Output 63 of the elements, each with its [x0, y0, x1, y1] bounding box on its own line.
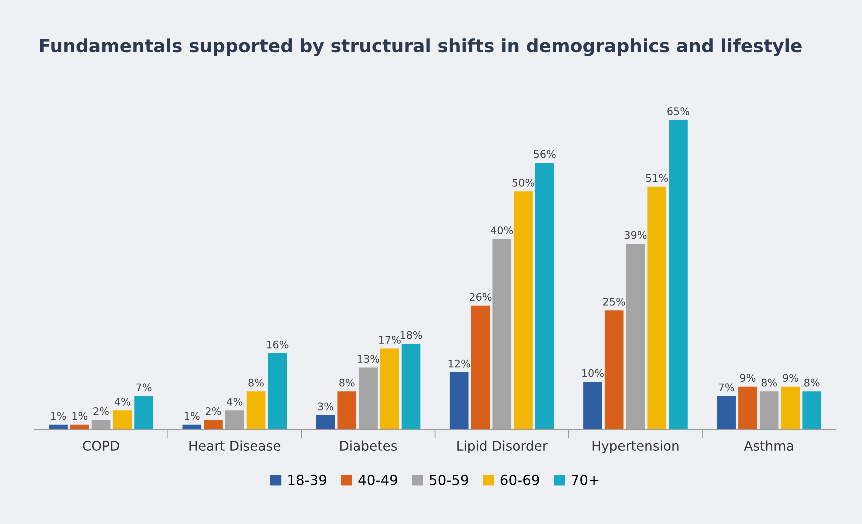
bar: [380, 348, 400, 430]
bar: [802, 392, 822, 430]
bar: [113, 410, 132, 430]
data-label: 4%: [114, 398, 130, 406]
data-label: 1%: [51, 412, 66, 420]
bar: [450, 372, 469, 430]
data-label: 1%: [185, 412, 200, 420]
data-label: 2%: [94, 407, 109, 416]
data-label: 17%: [379, 336, 401, 344]
bar: [738, 386, 758, 430]
data-label: 18%: [400, 331, 422, 340]
bar: [338, 392, 357, 430]
bar: [268, 354, 288, 430]
x-tick-label: Heart Disease: [190, 440, 281, 452]
data-label: 26%: [470, 293, 492, 302]
data-label: 8%: [248, 378, 264, 387]
data-label: 4%: [227, 398, 243, 406]
bar: [204, 420, 223, 430]
data-label: 12%: [448, 360, 470, 368]
data-label: 9%: [783, 374, 798, 382]
data-label: 56%: [534, 150, 556, 158]
data-label: 65%: [668, 108, 690, 116]
bar: [781, 386, 800, 430]
data-label: 8%: [340, 378, 355, 387]
data-label: 51%: [646, 174, 668, 182]
x-tick-label: Lipid Disorder: [458, 440, 548, 454]
bar: [514, 192, 533, 430]
bar: [717, 396, 736, 430]
chart-title: Fundamentals supported by structural shifts in demographics and lifestyle: [40, 38, 802, 56]
bar: [316, 415, 336, 430]
bar: [471, 306, 490, 430]
x-tick-label: Asthma: [744, 440, 794, 452]
bar: [648, 186, 667, 430]
bar: [604, 310, 624, 430]
legend-label: 40-49: [358, 474, 398, 486]
bar: [246, 392, 266, 430]
x-tick-label: COPD: [83, 441, 120, 452]
data-label: 8%: [762, 378, 778, 387]
data-label: 39%: [624, 231, 647, 240]
data-label: 40%: [491, 226, 514, 234]
data-label: 50%: [512, 178, 534, 187]
data-label: 1%: [72, 412, 88, 420]
legend-label: 18-39: [288, 474, 327, 486]
data-label: 7%: [136, 384, 152, 392]
x-tick-label: Diabetes: [340, 440, 398, 452]
legend-label: 70+: [572, 474, 599, 486]
data-label: 16%: [267, 340, 289, 349]
data-label: 8%: [804, 378, 820, 387]
x-tick-label: Hypertension: [592, 440, 679, 454]
legend-label: 60-69: [500, 474, 540, 486]
data-label: 13%: [358, 355, 380, 363]
data-label: 9%: [740, 374, 756, 382]
bar: [402, 344, 421, 430]
data-label: 7%: [719, 384, 734, 392]
bar: [134, 396, 154, 430]
bar: [584, 382, 602, 430]
bar: [669, 120, 688, 430]
bar: [535, 163, 554, 430]
data-label: 10%: [582, 369, 604, 378]
data-label: 25%: [604, 298, 626, 306]
data-label: 2%: [206, 407, 222, 416]
legend-label: 50-59: [430, 474, 468, 486]
data-label: 3%: [318, 402, 334, 411]
